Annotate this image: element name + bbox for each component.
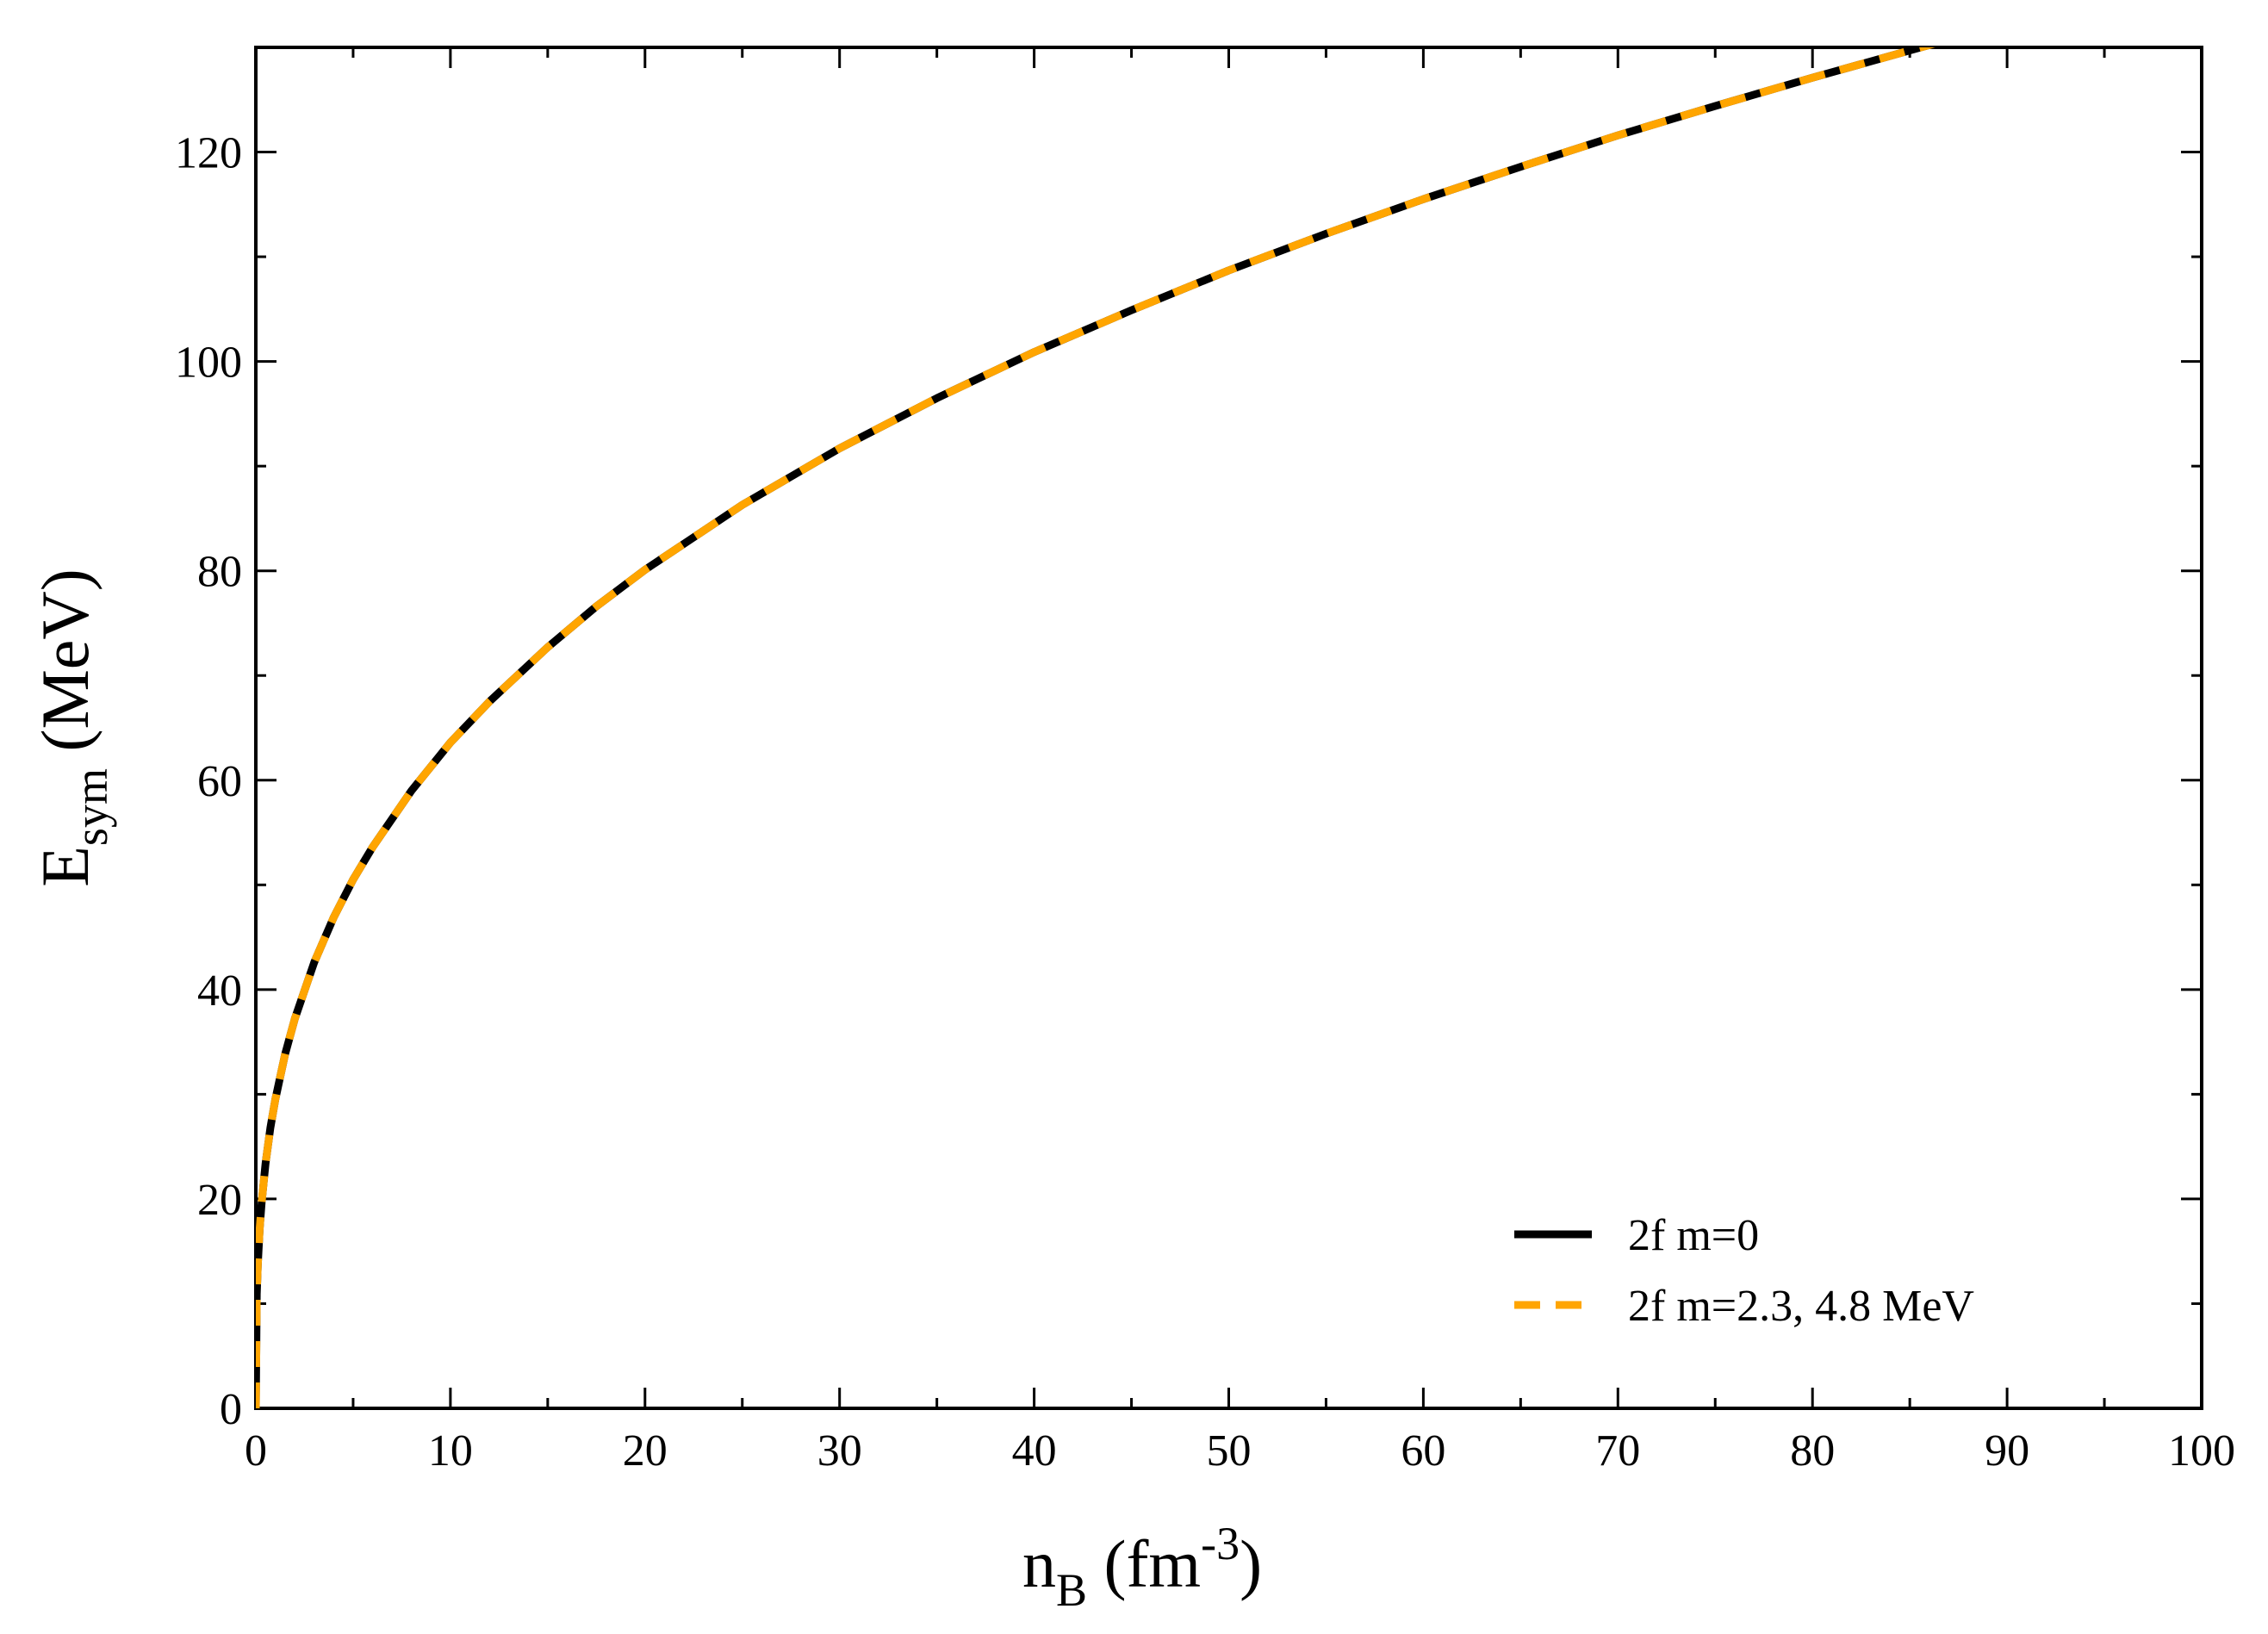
y-tick-label: 120	[175, 129, 242, 178]
plot-frame	[254, 46, 2203, 1410]
x-axis-label-subscript: B	[1056, 1564, 1087, 1616]
y-tick-label: 100	[175, 339, 242, 388]
x-tick-label: 50	[1207, 1426, 1252, 1476]
y-tick-label: 80	[197, 548, 242, 597]
x-tick-label: 10	[428, 1426, 473, 1476]
legend-label-m0: 2f m=0	[1628, 1211, 1759, 1260]
legend: 2f m=0 2f m=2.3, 4.8 MeV	[1514, 1211, 1974, 1331]
x-axis-label-close: )	[1240, 1526, 1262, 1601]
plot-area	[254, 46, 2203, 1410]
y-axis-label-subscript: sym	[65, 768, 117, 846]
x-tick-label: 20	[623, 1426, 668, 1476]
y-tick-label: 20	[197, 1176, 242, 1225]
y-axis-label: Esym (MeV)	[28, 568, 117, 886]
series-layer	[256, 47, 1936, 1408]
x-tick-label: 70	[1595, 1426, 1640, 1476]
x-tick-label: 100	[2168, 1426, 2235, 1476]
x-tick-label: 90	[1985, 1426, 2029, 1476]
y-tick-labels: 0 20 40 60 80 100 120	[175, 129, 242, 1434]
y-axis-label-base: E	[28, 846, 103, 887]
series-line-m-nonzero	[256, 47, 1936, 1408]
legend-label-m-nonzero: 2f m=2.3, 4.8 MeV	[1628, 1282, 1974, 1331]
y-tick-label: 0	[220, 1385, 242, 1434]
x-axis-label-superscript: -3	[1201, 1518, 1240, 1569]
x-axis-label-unit: (fm	[1087, 1526, 1201, 1601]
x-axis-label: nB (fm-3)	[1022, 1518, 1262, 1616]
y-tick-label: 40	[197, 966, 242, 1016]
series-line-m0	[256, 47, 1936, 1408]
x-tick-label: 40	[1012, 1426, 1057, 1476]
x-tick-label: 60	[1401, 1426, 1445, 1476]
x-tick-label: 80	[1790, 1426, 1835, 1476]
axis-ticks	[254, 46, 2203, 1410]
x-axis-label-base: n	[1022, 1526, 1056, 1601]
x-tick-label: 0	[245, 1426, 267, 1476]
y-tick-label: 60	[197, 757, 242, 806]
x-tick-label: 30	[817, 1426, 862, 1476]
x-tick-labels: 0 10 20 30 40 50 60 70 80 90 100	[245, 1426, 2235, 1476]
y-axis-label-unit: (MeV)	[28, 568, 103, 768]
